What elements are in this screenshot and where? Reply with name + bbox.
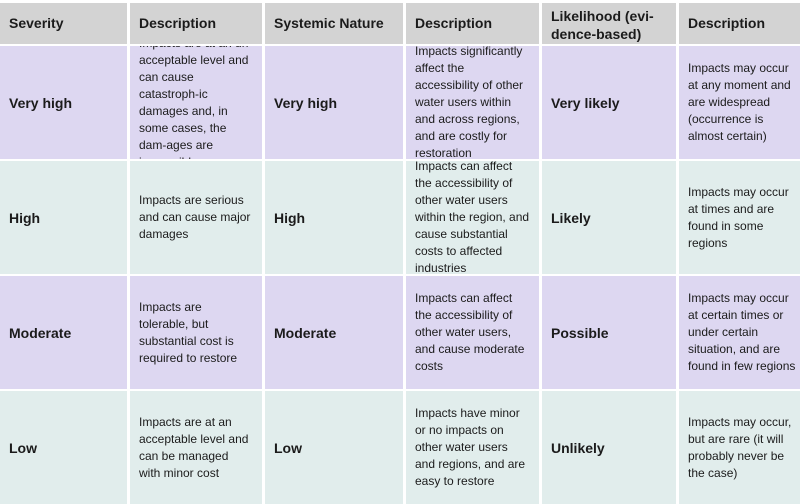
row-very-high-likelihood: Very likely xyxy=(542,46,676,159)
row-low-systemic: Low xyxy=(265,391,403,504)
row-high-severity: High xyxy=(0,161,127,274)
header-systemic-description: Description xyxy=(406,3,539,44)
row-moderate-severity: Moderate xyxy=(0,276,127,389)
row-moderate-systemic: Moderate xyxy=(265,276,403,389)
row-high-systemic: High xyxy=(265,161,403,274)
row-very-high-severity-desc: Impacts are at an un-acceptable level an… xyxy=(130,46,262,159)
row-high-likelihood: Likely xyxy=(542,161,676,274)
row-moderate-severity-desc: Impacts are tolerable, but substantial c… xyxy=(130,276,262,389)
row-high-systemic-desc: Impacts can affect the accessibility of … xyxy=(406,161,539,274)
header-likelihood-description: Description xyxy=(679,3,800,44)
header-systemic-nature: Systemic Nature xyxy=(265,3,403,44)
row-moderate-systemic-desc: Impacts can affect the accessibility of … xyxy=(406,276,539,389)
row-very-high-likelihood-desc: Impacts may occur at any moment and are … xyxy=(679,46,800,159)
row-moderate-likelihood-desc: Impacts may occur at certain times or un… xyxy=(679,276,800,389)
row-very-high-systemic: Very high xyxy=(265,46,403,159)
row-moderate-likelihood: Possible xyxy=(542,276,676,389)
row-very-high-severity: Very high xyxy=(0,46,127,159)
row-very-high-systemic-desc: Impacts significantly affect the accessi… xyxy=(406,46,539,159)
header-likelihood: Likelihood (evi-dence-based) xyxy=(542,3,676,44)
row-low-systemic-desc: Impacts have minor or no impacts on othe… xyxy=(406,391,539,504)
header-severity-description: Description xyxy=(130,3,262,44)
header-severity: Severity xyxy=(0,3,127,44)
row-high-likelihood-desc: Impacts may occur at times and are found… xyxy=(679,161,800,274)
row-low-likelihood: Unlikely xyxy=(542,391,676,504)
row-low-likelihood-desc: Impacts may occur, but are rare (it will… xyxy=(679,391,800,504)
row-high-severity-desc: Impacts are serious and can cause major … xyxy=(130,161,262,274)
row-low-severity-desc: Impacts are at an acceptable level and c… xyxy=(130,391,262,504)
row-low-severity: Low xyxy=(0,391,127,504)
